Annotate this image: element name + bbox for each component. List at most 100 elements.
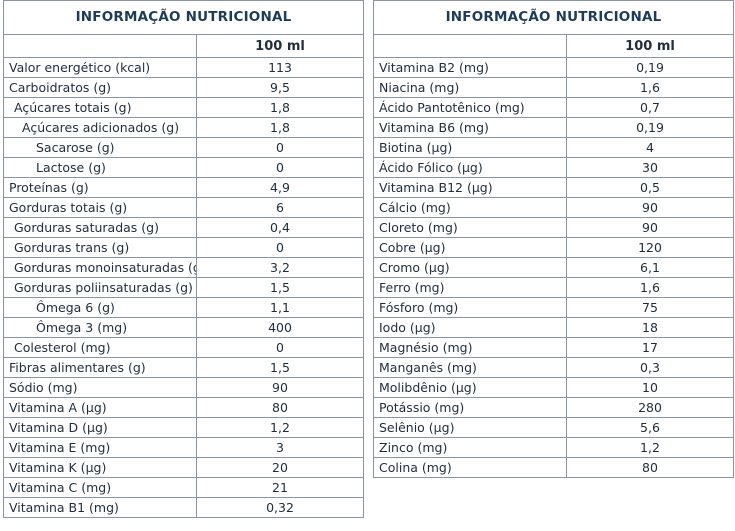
nutrient-value: 0,4 (196, 217, 364, 238)
table-title: INFORMAÇÃO NUTRICIONAL (373, 0, 734, 35)
table-row: Molibdênio (µg) 10 (373, 377, 734, 398)
table-row: Açúcares adicionados (g) 1,8 (3, 117, 364, 138)
nutrient-value: 90 (566, 217, 734, 238)
nutrient-value: 9,5 (196, 77, 364, 98)
nutrient-value: 1,8 (196, 117, 364, 138)
table-row: Proteínas (g) 4,9 (3, 177, 364, 198)
nutrient-value: 17 (566, 337, 734, 358)
column-header-blank (3, 34, 197, 58)
table-row: Sacarose (g) 0 (3, 137, 364, 158)
table-row: Vitamina B2 (mg) 0,19 (373, 57, 734, 78)
nutrient-name: Carboidratos (g) (3, 77, 197, 98)
nutrient-name: Iodo (µg) (373, 317, 567, 338)
table-row: Fósforo (mg) 75 (373, 297, 734, 318)
nutrient-name: Gorduras totais (g) (3, 197, 197, 218)
nutrient-value: 0,5 (566, 177, 734, 198)
table-row: Açúcares totais (g) 1,8 (3, 97, 364, 118)
nutrient-name: Zinco (mg) (373, 437, 567, 458)
table-row: Cromo (µg) 6,1 (373, 257, 734, 278)
table-row: Fibras alimentares (g) 1,5 (3, 357, 364, 378)
nutrient-value: 0,3 (566, 357, 734, 378)
nutrient-value: 5,6 (566, 417, 734, 438)
nutrient-value: 4 (566, 137, 734, 158)
table-row: Valor energético (kcal) 113 (3, 57, 364, 78)
table-row: Potássio (mg) 280 (373, 397, 734, 418)
nutrient-name: Selênio (µg) (373, 417, 567, 438)
table-row: Colesterol (mg) 0 (3, 337, 364, 358)
table-row: Ferro (mg) 1,6 (373, 277, 734, 298)
nutrient-name: Colesterol (mg) (3, 337, 197, 358)
nutrient-name: Biotina (µg) (373, 137, 567, 158)
table-row: Gorduras monoinsaturadas (g) 3,2 (3, 257, 364, 278)
column-header-100ml: 100 ml (196, 34, 364, 58)
table-row: Lactose (g) 0 (3, 157, 364, 178)
nutrient-name: Gorduras saturadas (g) (3, 217, 197, 238)
table-body: Valor energético (kcal) 113 Carboidratos (… (3, 57, 364, 518)
nutrient-value: 90 (566, 197, 734, 218)
nutrient-value: 75 (566, 297, 734, 318)
nutrient-name: Vitamina D (µg) (3, 417, 197, 438)
nutrient-value: 1,2 (566, 437, 734, 458)
nutrient-name: Ácido Fólico (µg) (373, 157, 567, 178)
table-row: Ômega 6 (g) 1,1 (3, 297, 364, 318)
nutrient-value: 3,2 (196, 257, 364, 278)
table-row: Vitamina C (mg) 21 (3, 477, 364, 498)
table-row: Magnésio (mg) 17 (373, 337, 734, 358)
nutrient-value: 6 (196, 197, 364, 218)
nutrient-name: Sódio (mg) (3, 377, 197, 398)
nutrient-name: Açúcares totais (g) (3, 97, 197, 118)
table-row: Gorduras saturadas (g) 0,4 (3, 217, 364, 238)
nutrient-name: Colina (mg) (373, 457, 567, 478)
nutrient-value: 0,7 (566, 97, 734, 118)
table-row: Manganês (mg) 0,3 (373, 357, 734, 378)
table-row: Selênio (µg) 5,6 (373, 417, 734, 438)
table-row: Vitamina A (µg) 80 (3, 397, 364, 418)
column-header-100ml: 100 ml (566, 34, 734, 58)
nutrient-name: Vitamina K (µg) (3, 457, 197, 478)
table-row: Carboidratos (g) 9,5 (3, 77, 364, 98)
table-row: Vitamina B12 (µg) 0,5 (373, 177, 734, 198)
nutrition-table-left: INFORMAÇÃO NUTRICIONAL 100 ml Valor ener… (3, 0, 364, 518)
nutrient-name: Fósforo (mg) (373, 297, 567, 318)
nutrient-value: 80 (566, 457, 734, 478)
nutrient-value: 0 (196, 137, 364, 158)
nutrient-name: Manganês (mg) (373, 357, 567, 378)
nutrient-value: 4,9 (196, 177, 364, 198)
nutrient-name: Ômega 6 (g) (3, 297, 197, 318)
nutrient-name: Gorduras poliinsaturadas (g) (3, 277, 197, 298)
nutrient-name: Sacarose (g) (3, 137, 197, 158)
nutrient-name: Vitamina B6 (mg) (373, 117, 567, 138)
nutrient-value: 280 (566, 397, 734, 418)
table-row: Gorduras poliinsaturadas (g) 1,5 (3, 277, 364, 298)
nutrient-value: 1,6 (566, 277, 734, 298)
table-body: Vitamina B2 (mg) 0,19 Niacina (mg) 1,6 Ácido… (373, 57, 734, 478)
nutrient-value: 90 (196, 377, 364, 398)
table-row: Vitamina E (mg) 3 (3, 437, 364, 458)
nutrient-value: 0 (196, 237, 364, 258)
table-row: Vitamina B6 (mg) 0,19 (373, 117, 734, 138)
nutrient-name: Cromo (µg) (373, 257, 567, 278)
table-row: Gorduras totais (g) 6 (3, 197, 364, 218)
table-row: Ácido Fólico (µg) 30 (373, 157, 734, 178)
table-row: Biotina (µg) 4 (373, 137, 734, 158)
table-row: Ácido Pantotênico (mg) 0,7 (373, 97, 734, 118)
nutrient-name: Fibras alimentares (g) (3, 357, 197, 378)
table-row: Vitamina K (µg) 20 (3, 457, 364, 478)
nutrient-name: Vitamina B2 (mg) (373, 57, 567, 78)
nutrient-name: Ômega 3 (mg) (3, 317, 197, 338)
nutrient-value: 1,5 (196, 357, 364, 378)
nutrient-value: 80 (196, 397, 364, 418)
nutrient-name: Vitamina B1 (mg) (3, 497, 197, 518)
table-row: Vitamina D (µg) 1,2 (3, 417, 364, 438)
nutrient-value: 0,19 (566, 57, 734, 78)
table-row: Cobre (µg) 120 (373, 237, 734, 258)
nutrient-name: Cobre (µg) (373, 237, 567, 258)
nutrient-name: Ácido Pantotênico (mg) (373, 97, 567, 118)
nutrient-name: Proteínas (g) (3, 177, 197, 198)
table-row: Sódio (mg) 90 (3, 377, 364, 398)
nutrient-value: 120 (566, 237, 734, 258)
nutrient-value: 0 (196, 337, 364, 358)
nutrient-value: 0,32 (196, 497, 364, 518)
nutrient-name: Lactose (g) (3, 157, 197, 178)
nutrient-name: Vitamina B12 (µg) (373, 177, 567, 198)
